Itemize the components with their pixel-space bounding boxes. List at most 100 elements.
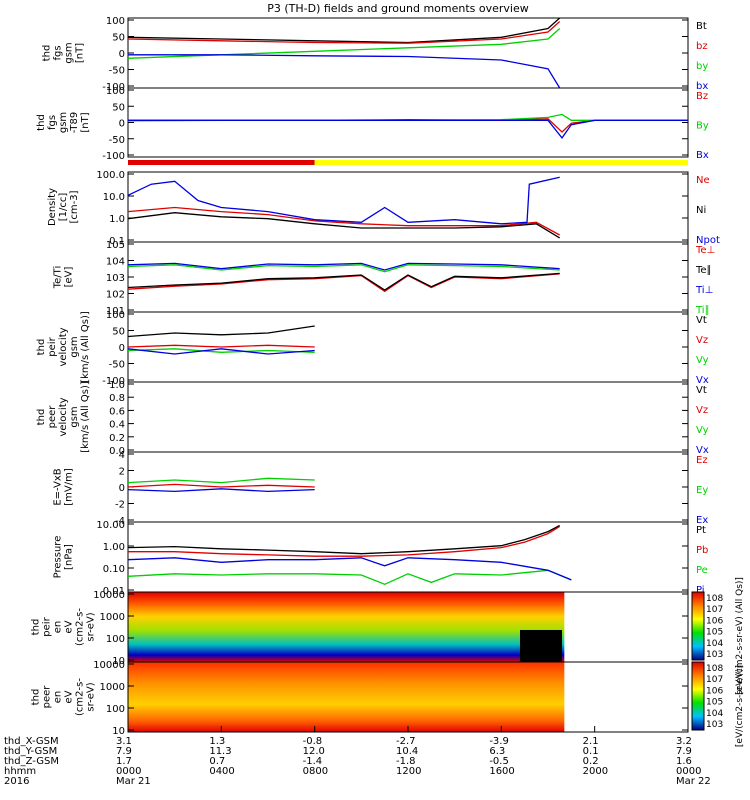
x-row-value: 0.2 [583,756,599,767]
series-line-by [127,28,561,59]
x-row-value: 0000 [116,766,141,777]
x-row-value: -3.9 [489,736,509,747]
x-row-value: -1.4 [303,756,323,767]
y-axis-label-line: fgs [47,115,58,130]
y-axis-label-line: gsm [69,406,80,427]
series-line-Te⊥ [127,273,560,293]
y-axis-label-line: [nT] [75,43,86,63]
y-axis-label-line: Density [47,188,58,226]
legend-entry: Bz [696,91,708,102]
y-tick-label: 100 [106,16,125,27]
x-row-value: 10.4 [396,746,418,757]
y-axis-label-line: velocity [58,327,69,366]
colorbar-tick-label: 103 [706,720,723,730]
y-tick-label: 4 [119,450,125,461]
legend-entry: Ex [696,515,708,526]
colorbar-tick-label: 107 [706,675,723,685]
y-tick-label: 0 [119,483,125,494]
y-tick-label: 50 [112,327,125,338]
legend-entry: Ez [696,455,708,466]
x-row-value: Mar 22 [676,776,711,787]
legend-entry: Pb [696,545,708,556]
y-tick-label: -100 [102,376,125,387]
panel-fgs_gsm: 100 50 0 -50 -100 thd fgs gsm [nT] Bt bz by bx [42,16,709,93]
y-axis-label-line: (cm2-s- [75,678,86,716]
legend-entry: Vt [696,385,707,396]
legend-entry: Vz [696,405,708,416]
y-tick-label: 0.4 [109,420,125,431]
series-line-Ti⊥ [127,262,560,271]
x-row-value: 1.7 [116,756,132,767]
x-row-value: Mar 21 [116,776,151,787]
y-axis-label-line: E=-VxB [53,468,64,505]
series-line-Ni [127,212,561,239]
y-axis-label-line: peir [42,616,53,636]
x-row-value: 6.3 [489,746,505,757]
y-axis-label-line: thd [31,619,42,636]
y-axis-label-line: velocity [58,397,69,436]
legend-entry: Vz [696,335,708,346]
mode-bar-slow [128,160,315,165]
y-axis-label-line: sr-eV) [86,682,97,711]
legend-entry: Vx [696,445,709,456]
legend-entry: Te∥ [695,265,712,276]
colorbar-bottom [691,661,705,731]
series-line-Bx [128,119,688,139]
colorbar-tick-label: 106 [706,686,723,696]
colorbar-tick-label: 108 [706,664,723,674]
spectrogram-fill [128,662,565,732]
colorbar-label: [eV/(cm2-s-sr-eV)] [735,665,745,747]
panel-peer_velocity: 1.0 0.8 0.6 0.4 0.2 0.0 thd peer velocity gsm [km/… [36,380,709,457]
y-axis-label-line: Te/Ti [53,266,64,290]
y-tick-label: 0.0 [109,446,125,457]
legend-entry: Vy [696,355,709,366]
legend-entry: Te⊥ [695,245,715,256]
y-tick-label: 104 [106,257,125,268]
colorbar-tick-label: 104 [706,709,723,719]
series-line-Vz [127,344,315,348]
y-tick-label: -4 [115,516,125,527]
y-tick-label: 1.00 [103,542,125,553]
panel-frame [127,381,689,453]
series-line-Npot [127,176,560,225]
x-row-label: hhmm [4,766,36,777]
y-tick-label: 10 [112,726,125,737]
panel-frame [127,17,689,89]
y-axis-label-line: thd [31,689,42,706]
x-axis-group: thd_X-GSM 3.1 1.3 -0.8 -2.7 -3.9 2.1 3.2 thd_Y-G… [4,726,711,787]
y-tick-label: -100 [102,82,125,93]
x-row-value: 12.0 [303,746,325,757]
y-axis-label-line: [km/s (All Qs)] [80,311,91,383]
legend-entry: By [696,121,709,132]
colorbar-tick-label: 104 [706,639,723,649]
y-tick-label: 1.0 [109,380,125,391]
series-line-Pb [128,525,561,557]
legend-entry: Pe [696,565,708,576]
y-tick-label: -50 [109,135,125,146]
chart-title: P3 (TH-D) fields and ground moments over… [267,2,529,15]
y-axis-label-line: peer [47,405,58,429]
x-row-value: 7.9 [116,746,132,757]
legend-entry: Ne [696,175,710,186]
y-tick-label: -100 [102,151,125,162]
y-axis-label-line: [nT] [80,112,91,132]
legend-entry: Ti∥ [695,305,710,316]
panel-density: 100.0 10.0 1.0 0.1 Density [1/cc] [cm-3] Ne Ni Np… [47,170,720,247]
y-axis-label-line: (cm2-s- [75,608,86,646]
legend-entry: bx [696,81,708,92]
x-row-label: thd_Y-GSM [4,746,57,757]
y-tick-label: 0 [119,343,125,354]
y-axis-label-line: [nPa] [64,544,75,570]
x-row-value: -0.5 [489,756,509,767]
legend-entry: Pt [696,525,706,536]
series-line-Vx [127,348,315,355]
colorbar-top [691,591,705,661]
y-axis-label-line: Pressure [53,536,64,579]
legend-entry: Bx [696,150,709,161]
x-row-value: 1.6 [676,756,692,767]
y-axis-label-line: [1/cc] [58,193,69,222]
y-axis-label-line: gsm [58,112,69,133]
